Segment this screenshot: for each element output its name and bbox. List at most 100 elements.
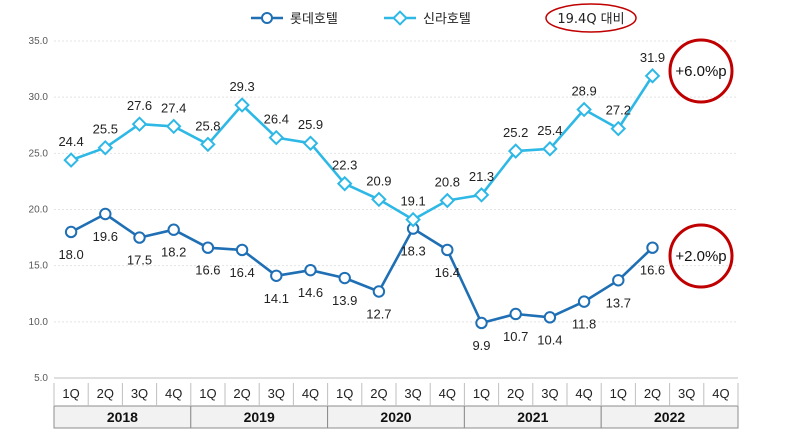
x-tick-label: 2Q (97, 386, 114, 401)
shilla-point (268, 129, 285, 146)
shilla-data-label: 22.3 (332, 158, 357, 173)
x-tick-label: 4Q (439, 386, 456, 401)
shilla-data-label: 28.9 (571, 84, 596, 99)
x-tick-label: 3Q (678, 386, 695, 401)
x-tick-label: 3Q (268, 386, 285, 401)
y-tick-label: 30.0 (29, 92, 49, 103)
lotte-data-label: 13.7 (606, 295, 631, 310)
compare-label: 19.4Q 대비 (557, 12, 624, 27)
lotte-point (64, 225, 78, 239)
legend-marker-shilla (392, 10, 408, 26)
lotte-data-label: 13.9 (332, 293, 357, 308)
x-tick-label: 2Q (644, 386, 661, 401)
shilla-data-label: 27.4 (161, 100, 186, 115)
shilla-data-label: 25.9 (298, 117, 323, 132)
callout-text-lotte: +2.0%p (675, 248, 726, 265)
lotte-data-label: 16.6 (195, 263, 220, 278)
shilla-data-label: 27.2 (606, 103, 631, 118)
shilla-data-label: 25.5 (93, 122, 118, 137)
callout-text-shilla: +6.0%p (675, 63, 726, 80)
lotte-point (372, 285, 386, 298)
lotte-data-label: 10.4 (537, 332, 562, 347)
shilla-point (165, 118, 182, 135)
x-tick-label: 3Q (404, 386, 421, 401)
shilla-data-label: 21.3 (469, 169, 494, 184)
compare-oval (545, 3, 637, 33)
callout-circle-shilla (668, 38, 734, 104)
x-tick-label: 1Q (199, 386, 216, 401)
lotte-point (475, 316, 488, 330)
lotte-point (133, 231, 146, 244)
x-tick-label: 4Q (302, 386, 319, 401)
lotte-point (270, 269, 283, 282)
year-label: 2018 (107, 409, 138, 425)
legend: 롯데호텔 신라호텔 19.4Q 대비 (251, 3, 637, 33)
shilla-data-label: 24.4 (58, 134, 83, 149)
lotte-data-label: 18.0 (58, 247, 83, 262)
y-tick-label: 35.0 (29, 36, 49, 47)
legend-marker-lotte (261, 12, 273, 24)
data-labels: 18.0 19.6 17.5 18.2 16.6 16.4 14.1 14.6 13.9 12.7… (58, 50, 665, 353)
lotte-data-label: 12.7 (366, 307, 391, 322)
shilla-point (610, 120, 627, 137)
lotte-data-label: 11.8 (572, 317, 596, 332)
y-axis-ticks: 5.0 10.0 15.0 20.0 25.0 30.0 35.0 (29, 36, 49, 384)
year-label: 2022 (654, 409, 685, 425)
shilla-point (439, 192, 456, 209)
lotte-point (441, 243, 454, 257)
y-tick-label: 15.0 (29, 261, 49, 272)
shilla-point (234, 97, 250, 113)
x-tick-label: 4Q (575, 386, 592, 401)
shilla-data-label: 25.8 (195, 118, 220, 133)
lotte-point (304, 263, 317, 277)
x-axis: 1Q 2Q 3Q 4Q 1Q 2Q 3Q 4Q 1Q 2Q 3Q 4Q 1Q 2Q 3Q 4Q 1Q 2Q 3Q 4Q… (53, 383, 739, 429)
lotte-point (543, 311, 557, 324)
x-tick-label: 1Q (610, 386, 627, 401)
callout-shilla: +6.0%p (668, 38, 734, 104)
callout-lotte: +2.0%p (668, 223, 734, 289)
y-tick-label: 25.0 (29, 148, 49, 159)
shilla-data-label: 27.6 (127, 98, 152, 113)
lotte-data-label: 18.2 (161, 245, 186, 260)
x-tick-label: 3Q (131, 386, 148, 401)
lotte-data-label: 14.6 (298, 285, 323, 300)
shilla-data-label: 19.1 (400, 194, 425, 209)
lotte-point (201, 241, 215, 254)
shilla-data-label: 26.4 (264, 112, 289, 127)
lotte-data-label: 18.3 (400, 244, 425, 259)
gridlines (54, 40, 738, 379)
legend-label-lotte: 롯데호텔 (290, 12, 338, 27)
series-line-lotte (70, 212, 654, 325)
x-tick-label: 2Q (233, 386, 250, 401)
lotte-data-label: 16.6 (640, 263, 665, 278)
lotte-point (577, 295, 591, 308)
callout-circle-lotte (668, 223, 734, 289)
lotte-point (167, 223, 180, 236)
shilla-data-label: 31.9 (640, 50, 665, 65)
lotte-data-label: 17.5 (127, 253, 152, 268)
y-tick-label: 5.0 (34, 373, 48, 384)
x-tick-label: 4Q (165, 386, 182, 401)
shilla-point (405, 211, 421, 228)
shilla-point (644, 68, 661, 84)
lotte-data-label: 19.6 (93, 229, 118, 244)
shilla-point (97, 139, 114, 156)
shilla-point (507, 143, 524, 159)
shilla-data-label: 20.9 (366, 173, 391, 188)
legend-label-shilla: 신라호텔 (423, 12, 471, 27)
year-label: 2020 (380, 409, 411, 425)
shilla-point (63, 152, 79, 168)
lotte-point (509, 307, 522, 321)
year-label: 2021 (517, 409, 548, 425)
lotte-point (612, 274, 625, 287)
x-tick-label: 2Q (370, 386, 387, 401)
x-tick-label: 3Q (541, 386, 558, 401)
lotte-data-label: 14.1 (264, 291, 289, 306)
year-label: 2019 (244, 409, 275, 425)
lotte-data-label: 10.7 (503, 329, 528, 344)
shilla-data-label: 29.3 (229, 79, 254, 94)
shilla-point (302, 135, 319, 152)
lotte-point (235, 243, 249, 257)
shilla-point (200, 136, 216, 153)
